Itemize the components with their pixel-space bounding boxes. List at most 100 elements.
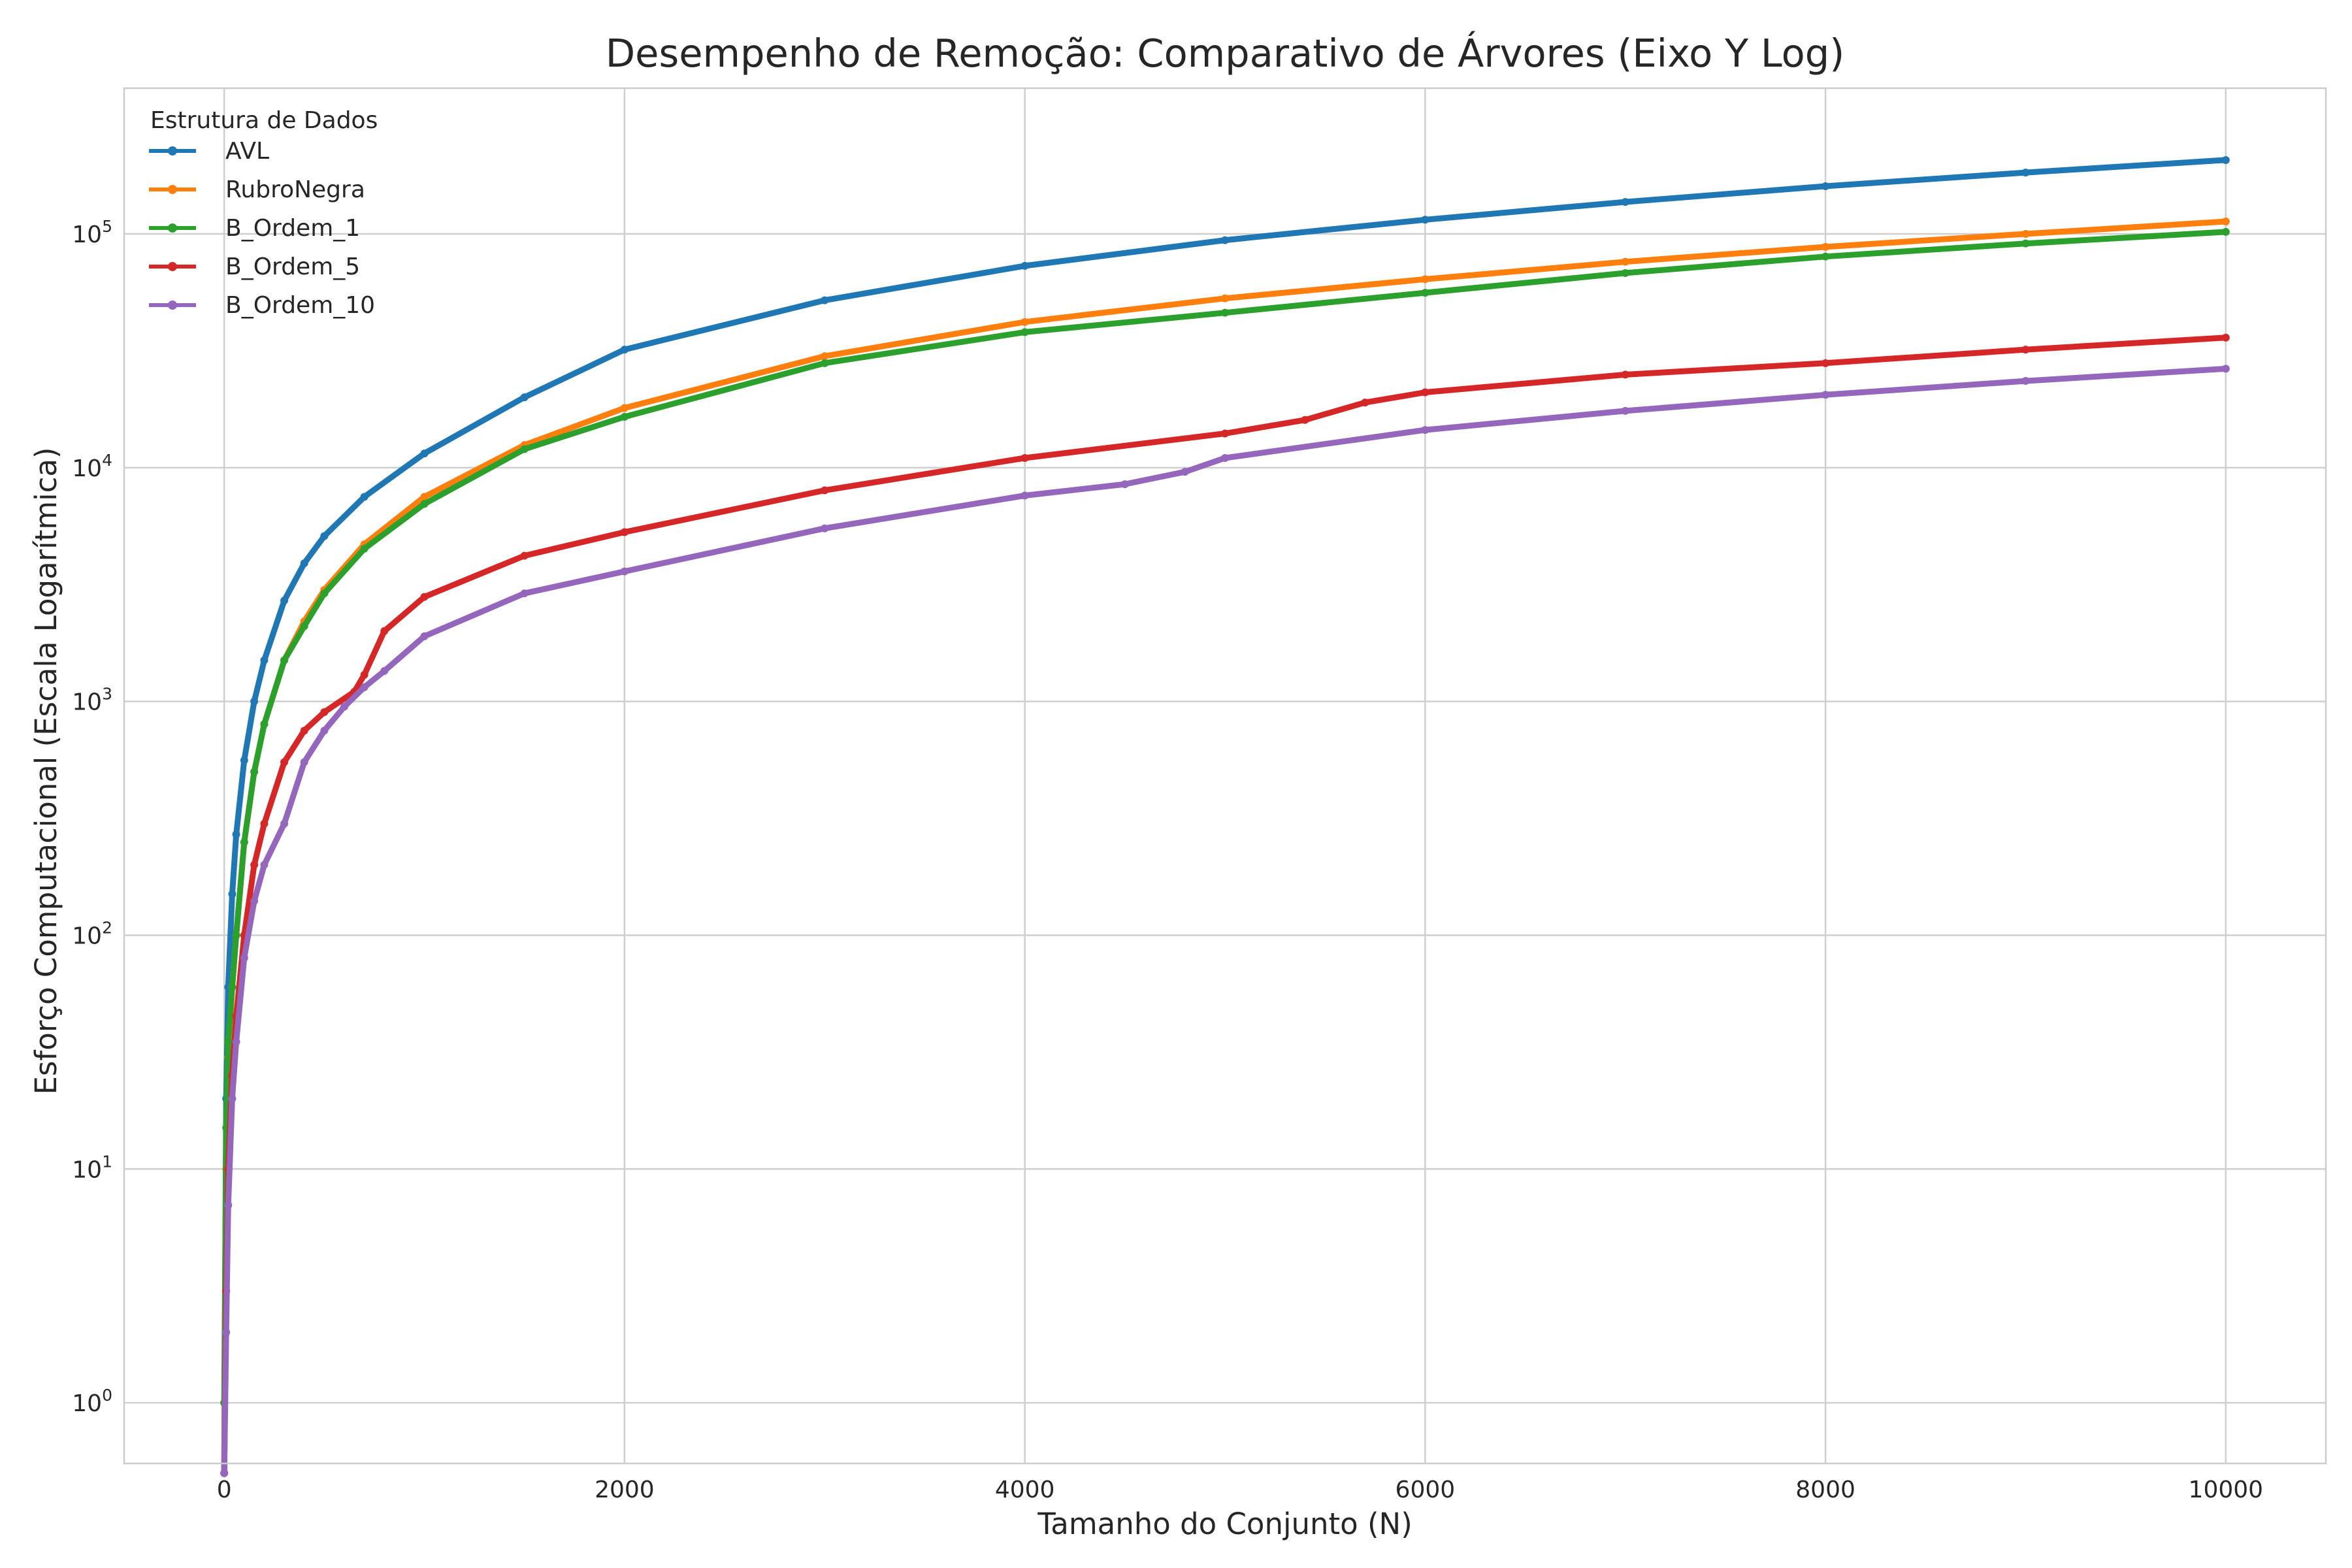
legend-label: B_Ordem_10 (225, 292, 375, 319)
data-point (420, 493, 429, 501)
legend-label: B_Ordem_1 (225, 215, 360, 242)
data-point (280, 758, 289, 766)
data-point (2221, 218, 2230, 226)
data-point (1221, 308, 1229, 317)
data-point (360, 670, 368, 679)
legend-marker (168, 146, 177, 155)
data-point (220, 1469, 229, 1477)
series-line-b-ordem-10 (221, 365, 2229, 1477)
series-points-b-ordem-1 (220, 227, 2230, 1407)
data-point (320, 708, 329, 717)
x-tick-label: 6000 (1396, 1477, 1456, 1503)
data-point (228, 890, 237, 898)
data-point (1621, 406, 1629, 415)
data-point (224, 1201, 233, 1209)
data-point (1221, 236, 1229, 244)
data-point (1621, 198, 1629, 206)
series-points-rubronegra (220, 218, 2230, 1477)
data-point (520, 445, 529, 453)
data-point (1821, 252, 1830, 261)
data-point (232, 1037, 240, 1046)
legend-label: B_Ordem_5 (225, 253, 360, 280)
series-points-b-ordem-10 (220, 365, 2230, 1477)
legend: Estrutura de Dados AVL RubroNegra B_Ordem_… (149, 107, 378, 319)
data-point (420, 593, 429, 601)
x-tick-label: 10000 (2189, 1477, 2264, 1503)
data-point (821, 359, 829, 367)
x-tick-label: 0 (217, 1477, 232, 1503)
data-point (320, 727, 329, 735)
data-point (320, 589, 329, 598)
data-point (380, 667, 389, 676)
data-point (1221, 429, 1229, 438)
y-tick-label: 100 (72, 1386, 112, 1417)
data-point (620, 567, 629, 576)
y-tick-label: 103 (72, 685, 112, 716)
data-point (2021, 346, 2030, 354)
data-point (620, 346, 629, 354)
data-point (620, 404, 629, 412)
data-point (240, 954, 248, 962)
legend-label: RubroNegra (225, 176, 365, 203)
data-point (1421, 289, 1429, 297)
y-tick-label: 104 (72, 451, 112, 482)
data-point (1621, 370, 1629, 379)
data-point (1181, 468, 1189, 476)
data-point (300, 559, 308, 568)
data-point (260, 720, 269, 728)
data-point (232, 830, 240, 839)
data-point (1421, 388, 1429, 397)
data-point (340, 702, 348, 711)
data-point (1301, 416, 1309, 424)
data-point (228, 1094, 237, 1103)
data-point (360, 493, 368, 501)
data-point (250, 897, 259, 906)
data-point (260, 819, 269, 828)
data-point (280, 596, 289, 605)
data-point (240, 756, 248, 764)
data-point (1421, 275, 1429, 284)
y-tick-label: 101 (72, 1152, 112, 1183)
data-point (250, 860, 259, 869)
x-tick-labels: 0 2000 4000 6000 8000 10000 (217, 1477, 2263, 1503)
data-point (1421, 216, 1429, 224)
data-point (260, 860, 269, 869)
data-point (380, 627, 389, 635)
data-point (1821, 242, 1830, 251)
data-point (420, 632, 429, 640)
legend-marker (168, 223, 177, 233)
data-point (1021, 454, 1029, 463)
data-point (1821, 391, 1830, 399)
data-point (2221, 365, 2230, 373)
data-point (1120, 480, 1129, 489)
data-point (300, 622, 308, 630)
data-point (2021, 239, 2030, 248)
data-point (520, 589, 529, 598)
data-point (1221, 454, 1229, 463)
data-point (1421, 426, 1429, 434)
y-tick-label: 102 (72, 918, 112, 949)
data-point (1021, 261, 1029, 270)
data-point (821, 296, 829, 304)
data-point (1021, 491, 1029, 500)
legend-marker (168, 185, 177, 194)
series-points-b-ordem-5 (220, 333, 2230, 1477)
y-tick-label: 105 (72, 217, 112, 248)
data-point (300, 727, 308, 735)
x-tick-label: 8000 (1795, 1477, 1855, 1503)
x-tick-label: 2000 (595, 1477, 655, 1503)
data-point (280, 656, 289, 664)
y-tick-labels: 100 101 102 103 104 105 (72, 217, 112, 1417)
data-point (2021, 377, 2030, 385)
legend-label: AVL (225, 138, 269, 165)
data-point (250, 768, 259, 776)
data-point (1621, 269, 1629, 277)
series-line-b-ordem-5 (221, 335, 2229, 1477)
data-point (1361, 399, 1369, 407)
data-point (520, 551, 529, 560)
data-point (224, 1037, 233, 1046)
y-axis-label: Esforço Computacional (Escala Logarítmic… (29, 447, 63, 1094)
data-point (1021, 328, 1029, 336)
data-point (620, 413, 629, 421)
data-point (2221, 333, 2230, 342)
